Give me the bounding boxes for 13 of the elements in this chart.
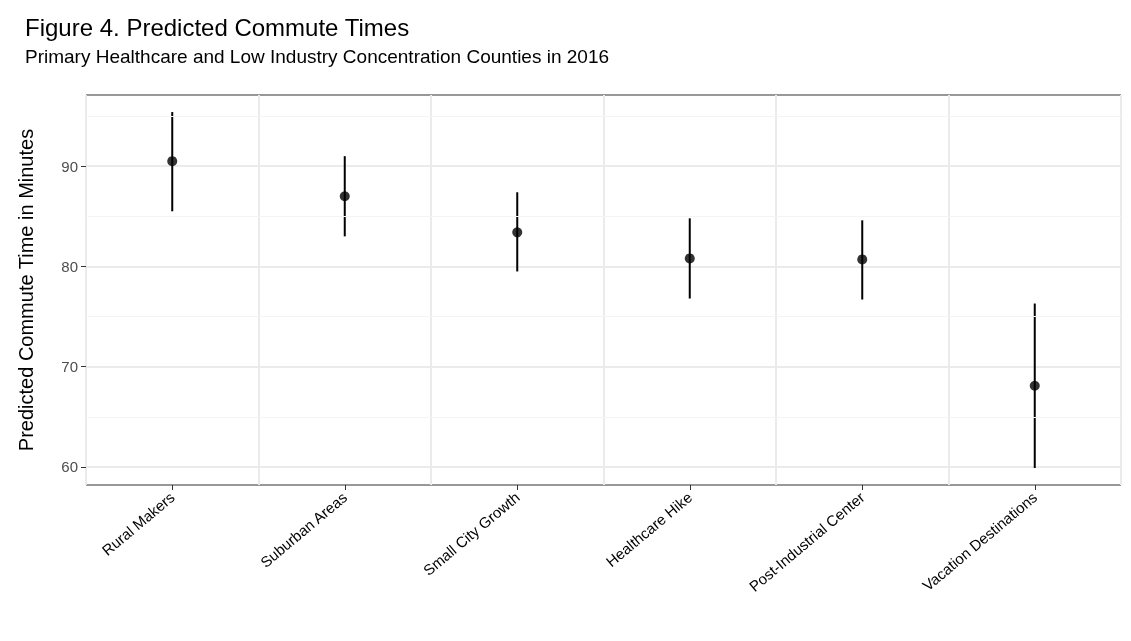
point xyxy=(857,254,868,265)
point xyxy=(167,156,178,167)
point xyxy=(1029,380,1040,391)
y-axis-title: Predicted Commute Time in Minutes xyxy=(15,128,37,452)
point xyxy=(339,191,350,202)
chart-subtitle: Primary Healthcare and Low Industry Concentration Counties in 2016 xyxy=(25,46,610,67)
point xyxy=(512,227,523,238)
y-tick-label: 90 xyxy=(61,157,78,175)
chart-title: Figure 4. Predicted Commute Times xyxy=(25,13,410,41)
point xyxy=(684,253,695,264)
y-tick-label: 70 xyxy=(61,358,78,376)
y-tick-label: 80 xyxy=(61,257,78,275)
y-tick-label: 60 xyxy=(61,458,78,476)
